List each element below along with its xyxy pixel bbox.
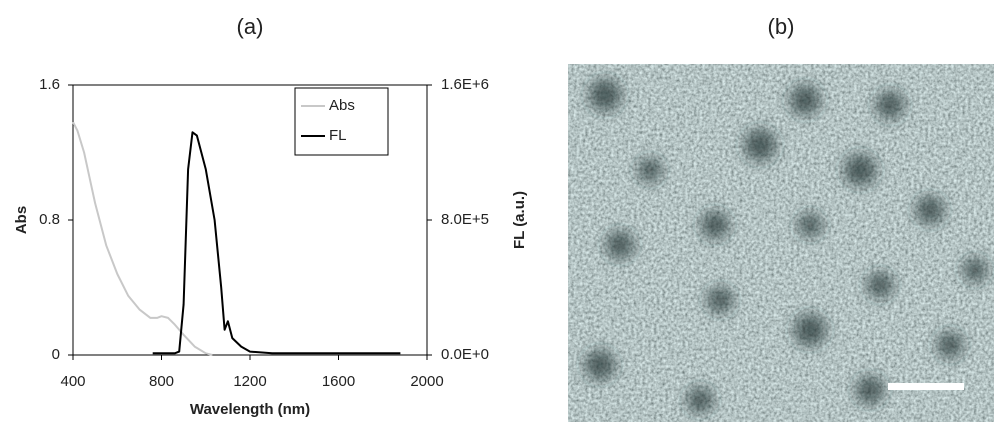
x-tick-label: 400 [60,373,85,390]
y2-tick-label: 0.0E+0 [441,346,489,363]
y2-axis-label: FL (a.u.) [511,191,528,249]
x-axis-label: Wavelength (nm) [190,401,310,418]
series-line [153,132,401,353]
figure: (a) (b) Wavelength (nm) Abs FL (a.u.) 40… [0,0,994,422]
y-tick-label: 0 [52,346,60,363]
x-tick-label: 1200 [233,373,266,390]
y-tick-label: 1.6 [39,76,60,93]
y2-tick-label: 1.6E+6 [441,76,489,93]
y-tick-label: 0.8 [39,211,60,228]
x-tick-label: 1600 [322,373,355,390]
scale-bar [888,383,964,390]
series-line [73,122,212,355]
x-tick-label: 800 [149,373,174,390]
micrograph [568,64,994,422]
legend-label: FL [329,127,347,144]
panel-label: (a) [237,14,264,39]
y-axis-label: Abs [13,206,30,234]
y2-tick-label: 8.0E+5 [441,211,489,228]
legend-label: Abs [329,97,355,114]
panel-label: (b) [768,14,795,39]
x-tick-label: 2000 [410,373,443,390]
